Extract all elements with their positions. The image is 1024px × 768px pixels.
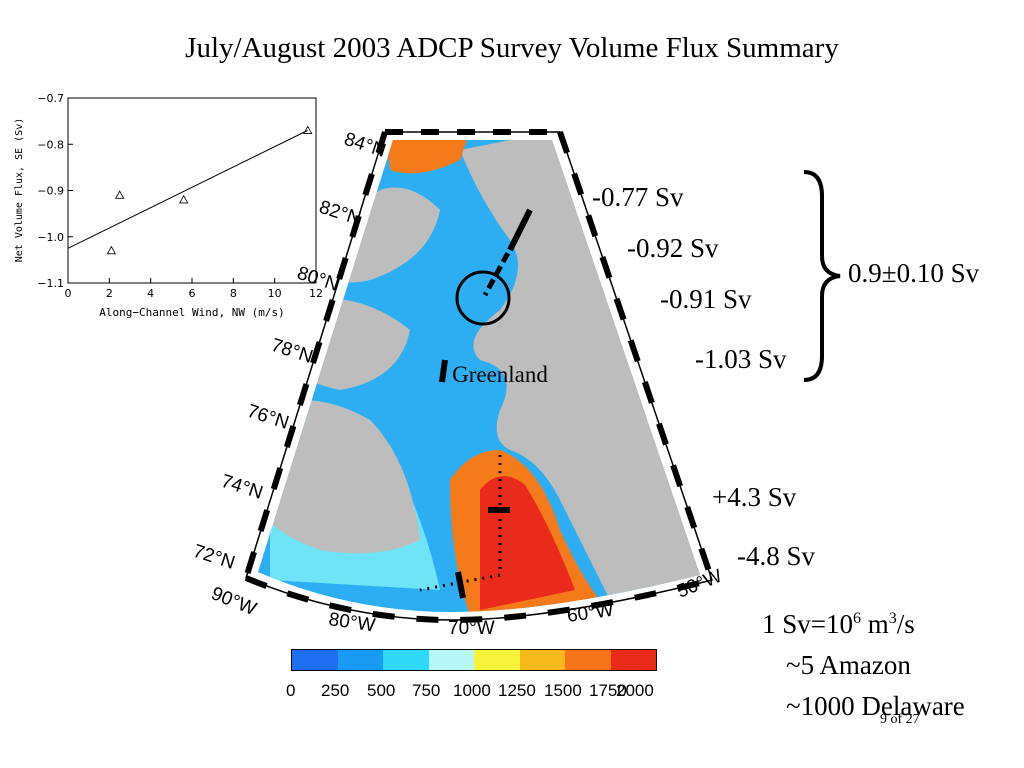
lon-label-90: 90°W	[208, 583, 259, 620]
colorbar-tick: 750	[412, 681, 441, 700]
chart-plot-area	[67, 97, 317, 284]
colorbar-tick: 250	[321, 681, 350, 700]
x-tick-label: 6	[189, 287, 196, 300]
x-tick-label: 8	[230, 287, 237, 300]
x-tick-label: 0	[65, 287, 72, 300]
lon-label-70: 70°W	[448, 618, 495, 639]
data-point	[303, 125, 313, 134]
flux-arrow-2	[482, 238, 518, 297]
colorbar-segment	[383, 650, 429, 670]
colorbar-segment	[610, 650, 656, 670]
data-point	[179, 194, 189, 204]
lat-label-82: 82°N	[316, 197, 363, 230]
x-tick-label: 4	[147, 287, 154, 300]
lat-label-78: 78°N	[268, 335, 315, 368]
colorbar-tick: 2000	[616, 681, 654, 700]
colorbar-tick: 1750	[589, 681, 627, 700]
fit-line	[67, 129, 308, 249]
colorbar-tick: 1500	[544, 681, 582, 700]
y-tick-label: −1.0	[37, 231, 64, 244]
chart-xlabel: Along−Channel Wind, NW (m/s)	[99, 306, 284, 319]
x-tick-label: 12	[309, 287, 323, 300]
flux-arrow-5	[455, 571, 466, 599]
summary-brace	[803, 170, 841, 382]
baffin-bay-map: Greenland 84°N 82°N 80°N 78°N 76°N 74°N …	[190, 129, 725, 639]
flux-label-2: -0.92 Sv	[627, 233, 719, 263]
y-tick-label: −0.7	[37, 92, 64, 105]
x-tick-label: 10	[268, 287, 282, 300]
colorbar-tick: 1000	[453, 681, 491, 700]
flux-label-1: -0.77 Sv	[592, 182, 684, 212]
greenland-label: Greenland	[452, 362, 548, 387]
unit-amazon: ~5 Amazon	[786, 650, 911, 680]
survey-circle	[455, 270, 511, 326]
colorbar-segment	[428, 650, 474, 670]
y-tick-label: −0.9	[37, 185, 64, 198]
colorbar-segment	[292, 650, 338, 670]
flux-label-5: +4.3 Sv	[712, 482, 797, 512]
unit-definition: 1 Sv=106 m3/s	[762, 609, 915, 639]
flux-label-3: -0.91 Sv	[660, 284, 752, 314]
colorbar-segment	[337, 650, 383, 670]
wind-flux-scatter-chart: 0 2 4 6 8 10 12 −0.7 −0.8 −0.9 −1.0 −1.1 Along−Chan…	[14, 92, 323, 319]
page-number: 9 of 27	[880, 712, 920, 727]
chart-ylabel: Net Volume Flux, SE (Sv)	[14, 118, 25, 263]
lat-label-74: 74°N	[218, 471, 265, 504]
data-point	[106, 245, 117, 255]
colorbar-tick: 0	[286, 681, 296, 700]
greenland-land	[460, 140, 700, 600]
lat-label-84: 84°N	[341, 129, 388, 162]
data-point	[114, 190, 125, 199]
colorbar-segment	[519, 650, 565, 670]
colorbar-ticks: 0 250 500 750 1000 1250 1500 1750 2000	[286, 681, 657, 703]
y-tick-label: −0.8	[37, 138, 64, 151]
unit-delaware: ~1000 Delaware	[786, 691, 965, 721]
colorbar	[291, 649, 657, 671]
colorbar-tick: 500	[367, 681, 396, 700]
colorbar-segment	[474, 650, 520, 670]
northern-shelf	[385, 140, 470, 174]
slide-title: July/August 2003 ADCP Survey Volume Flux…	[185, 32, 839, 64]
flux-label-4: -1.03 Sv	[695, 344, 787, 374]
flux-arrow-3	[439, 359, 448, 383]
colorbar-segment	[565, 650, 611, 670]
colorbar-tick: 1250	[498, 681, 536, 700]
flux-label-6: -4.8 Sv	[737, 541, 816, 571]
lat-label-72: 72°N	[190, 541, 237, 574]
x-tick-label: 2	[106, 287, 113, 300]
lat-label-76: 76°N	[244, 401, 291, 434]
survey-line-dotted	[419, 455, 502, 592]
lat-label-80: 80°N	[294, 263, 341, 296]
summary-total: 0.9±0.10 Sv	[848, 258, 980, 288]
y-tick-label: −1.1	[37, 277, 64, 290]
